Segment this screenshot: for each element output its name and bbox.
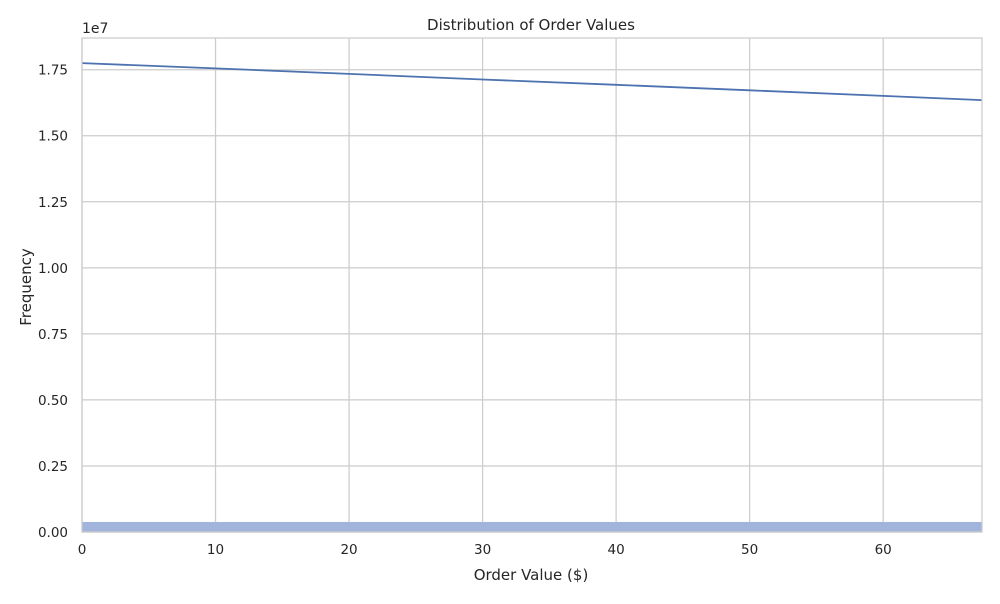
y-tick-label: 0.50	[38, 393, 68, 409]
histogram-bars	[82, 521, 982, 532]
y-tick-label: 0.75	[38, 327, 68, 343]
y-offset-label: 1e7	[82, 21, 108, 37]
x-tick-label: 50	[741, 542, 758, 558]
histogram-bar	[82, 521, 982, 532]
y-axis-label: Frequency	[17, 248, 35, 326]
x-axis-label: Order Value ($)	[474, 566, 589, 584]
x-axis-ticks: 0 10 20 30 40 50 60	[78, 542, 892, 558]
x-tick-label: 40	[608, 542, 625, 558]
plot-frame	[81, 37, 983, 533]
x-tick-label: 10	[207, 542, 224, 558]
chart-title: Distribution of Order Values	[427, 16, 635, 34]
x-tick-label: 30	[474, 542, 491, 558]
grid	[81, 38, 982, 533]
y-tick-label: 1.75	[38, 63, 68, 79]
x-tick-label: 20	[340, 542, 357, 558]
series-lines	[81, 62, 983, 101]
y-tick-label: 0.00	[38, 525, 68, 541]
y-tick-label: 0.25	[38, 459, 68, 475]
kde-line	[81, 62, 983, 101]
y-tick-label: 1.00	[38, 261, 68, 277]
y-axis-ticks: 0.00 0.25 0.50 0.75 1.00 1.25 1.50 1.75	[38, 63, 68, 541]
x-tick-label: 0	[78, 542, 87, 558]
x-tick-label: 60	[875, 542, 892, 558]
y-tick-label: 1.50	[38, 129, 68, 145]
y-tick-label: 1.25	[38, 195, 68, 211]
